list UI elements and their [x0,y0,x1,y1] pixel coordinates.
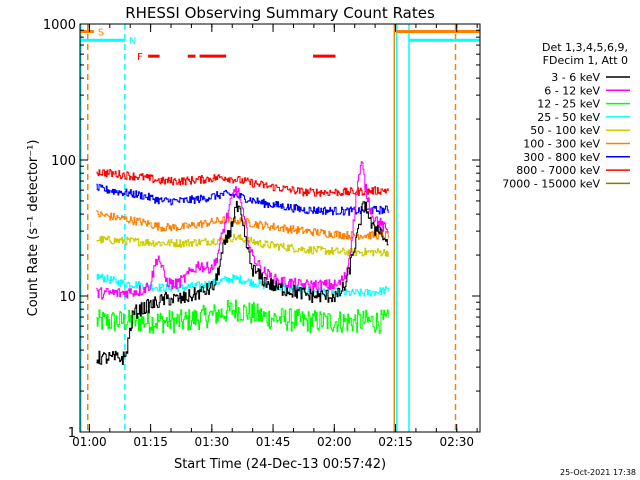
axes-group: 01:00 01:15 01:30 01:45 02:00 02:15 02:30 1 10 10… [43,18,480,449]
flag-label-f: F [137,52,143,63]
flag-label-s: S [98,28,104,39]
legend-entry-label: 25 - 50 keV [537,111,600,124]
flag-label-n: N [129,36,136,47]
chart-title: RHESSI Observing Summary Count Rates [125,4,435,22]
y-tick-label: 10 [59,290,76,305]
legend-entry-label: 6 - 12 keV [544,84,600,97]
legend-header-line: Det 1,3,4,5,6,9, [542,41,628,54]
x-tick-label: 02:30 [439,435,474,449]
x-axis-label: Start Time (24-Dec-13 00:57:42) [174,457,386,472]
legend-entry-label: 100 - 300 keV [523,138,600,151]
x-tick-label: 01:00 [72,435,107,449]
legend-entry-label: 300 - 800 keV [523,151,600,164]
x-tick-label: 01:45 [256,435,291,449]
x-tick-label: 01:30 [195,435,230,449]
series-line-6 [96,183,389,216]
series-line-0 [96,200,389,365]
series-line-7 [96,169,389,197]
legend-entry-label: 7000 - 15000 keV [502,177,600,190]
footer-timestamp: 25-Oct-2021 17:38 [560,468,636,477]
legend: Det 1,3,4,5,6,9,FDecim 1, Att 0 3 - 6 keV… [502,41,630,190]
legend-entry-label: 50 - 100 keV [530,124,600,137]
x-tick-label: 02:15 [378,435,413,449]
plot-frame [79,23,481,433]
series-line-2 [96,299,389,334]
instrument-state-lines [80,24,457,432]
legend-header-line: FDecim 1, Att 0 [543,54,628,67]
y-tick-label: 1000 [43,18,76,33]
x-tick-label: 01:15 [133,435,168,449]
series-group [96,161,389,365]
series-line-4 [96,233,389,257]
legend-entry-label: 3 - 6 keV [551,71,600,84]
series-line-1 [96,161,389,300]
y-tick-label: 1 [68,426,76,441]
y-axis-label: Count Rate (s⁻¹ detector⁻¹) [26,140,41,317]
flag-markers: S NF [80,28,480,63]
legend-entry-label: 800 - 7000 keV [516,164,600,177]
x-tick-label: 02:00 [317,435,352,449]
y-tick-label: 100 [51,154,76,169]
legend-entry-label: 12 - 25 keV [537,98,600,111]
